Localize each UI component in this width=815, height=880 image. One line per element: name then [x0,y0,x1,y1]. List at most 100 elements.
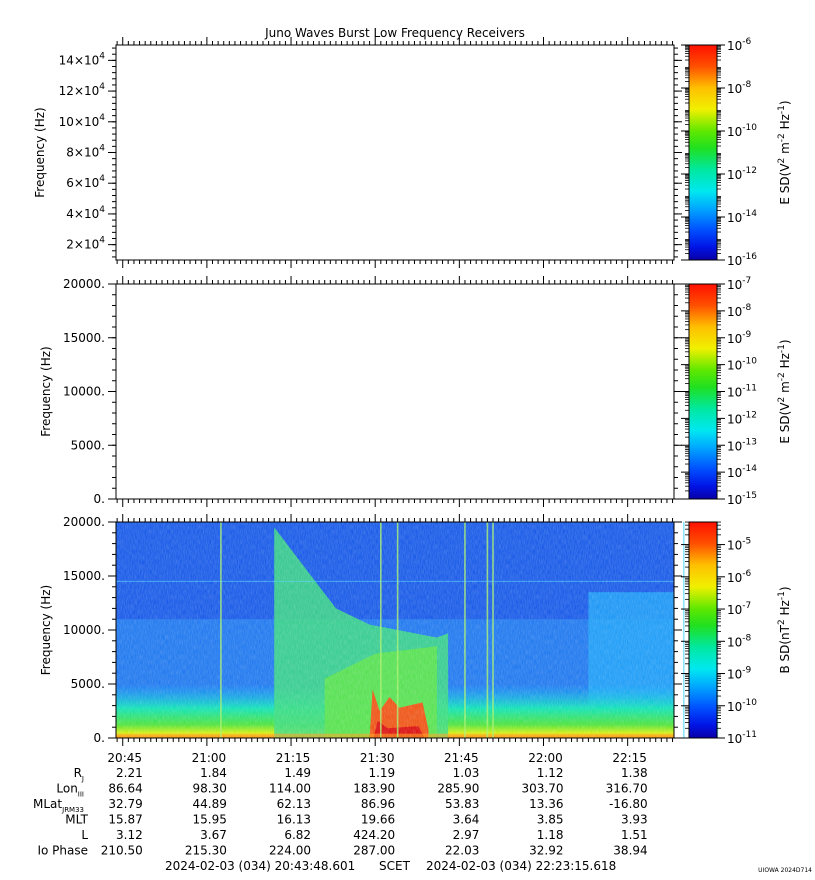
y-tick-label: 15000. [63,331,105,345]
y-tick-label: 6×104 [66,174,105,190]
colorbar-tick-label: 10-10 [727,357,757,373]
colorbar-tick-label: 10-12 [727,166,757,182]
ephemeris-value: 114.00 [269,782,311,796]
panel-3: 0. 5000. 10000. 15000. 20000. Frequency (Hz) 1… [39,514,792,746]
colorbar-tick-label: 10-14 [727,464,757,480]
ephemeris-value: 1.38 [621,766,648,780]
ephemeris-value: 287.00 [353,844,395,858]
x-tick-label: 22:15 [612,751,647,765]
chart-title: Juno Waves Burst Low Frequency Receivers [264,26,525,40]
colorbar-tick-label: 10-12 [727,410,757,426]
ephemeris-value: 32.92 [529,844,563,858]
y-tick-label: 8×104 [66,144,105,160]
y-tick-label: 15000. [63,569,105,583]
spectrogram [116,522,719,738]
ephemeris-value: 32.79 [108,797,142,811]
plot-frame [115,44,675,261]
x-tick-label: 21:30 [360,751,395,765]
ephemeris-value: 6.82 [284,828,311,842]
ephemeris-value: 183.90 [353,782,395,796]
ephemeris-value: 1.18 [537,828,564,842]
footer-end-time: 2024-02-03 (034) 22:23:15.618 [426,859,616,873]
colorbar-tick-label: 10-7 [727,276,751,292]
colorbar-tick-label: 10-8 [727,633,752,649]
y-tick-label: 10×104 [59,113,106,129]
y-tick-label: 5000. [71,677,105,691]
ephemeris-value: 1.84 [200,766,227,780]
y-tick-label: 0. [94,731,105,745]
colorbar-tick-label: 10-6 [727,37,752,53]
ephemeris-value: 22.03 [445,844,479,858]
x-tick-label: 22:00 [528,751,563,765]
y-tick-label: 2×104 [66,236,105,252]
ephemeris-value: 210.50 [101,844,143,858]
ephemeris-value: 424.20 [353,828,395,842]
colorbar-tick-label: 10-9 [727,666,752,682]
colorbar-tick-label: 10-6 [727,569,752,585]
y-axis-label: Frequency (Hz) [33,107,47,198]
burst-line [682,522,685,738]
ephemeris-value: 285.90 [437,782,479,796]
y-tick-label: 10000. [63,623,105,637]
colorbar-label: E SD(V2 m-2 Hz-1) [777,339,792,443]
ephemeris-value: 2.97 [453,828,480,842]
ephemeris-value: 19.66 [361,813,395,827]
footer-start-time: 2024-02-03 (034) 20:43:48.601 [165,859,355,873]
x-tick-label: 21:00 [192,751,227,765]
colorbar-label: E SD(V2 m-2 Hz-1) [777,100,792,204]
y-axis-label: Frequency (Hz) [39,585,53,676]
panel-2: 0. 5000. 10000. 15000. 20000. Frequency (Hz) 1… [39,276,792,507]
colorbar-tick-label: 10-10 [727,123,757,139]
ephemeris-value: 38.94 [613,844,647,858]
colorbar-tick-label: 10-15 [727,491,757,507]
y-tick-label: 20000. [63,277,105,291]
colorbar-tick-label: 10-9 [727,330,752,346]
ephemeris-value: 1.19 [368,766,395,780]
colorbar-2: 10-7 10-8 10-9 10-10 10-11 10-12 10-13 10-14 10-… [681,276,792,507]
colorbar-tick-label: 10-11 [727,384,757,400]
ephemeris-value: 62.13 [277,797,311,811]
colorbar-1: 10-6 10-8 10-10 10-12 10-14 10-16 E SD(V2 m-2 … [681,37,792,268]
ephemeris-value: 44.89 [193,797,227,811]
colorbar-tick-label: 10-11 [727,730,757,746]
ephemeris-value: 3.85 [537,813,564,827]
ephemeris-value: -16.80 [609,797,648,811]
colorbar-3: 10-5 10-6 10-7 10-8 10-9 10-10 10-11 B SD(nT2 H… [681,521,792,746]
ephemeris-value: 13.36 [529,797,563,811]
panel-1: 2×104 4×104 6×104 8×104 10×104 12×104 14×104 Fr… [33,37,792,268]
ephemeris-value: 1.51 [621,828,648,842]
ephemeris-value: 1.03 [453,766,480,780]
y-axis-label: Frequency (Hz) [39,346,53,437]
ephemeris-value: 16.13 [277,813,311,827]
ephemeris-value: 303.70 [522,782,564,796]
colorbar-tick-label: 10-14 [727,209,757,225]
colorbar-tick-label: 10-5 [727,537,751,553]
footer-scet: SCET [379,859,411,873]
ephemeris-value: 15.87 [108,813,142,827]
ephemeris-value: 3.12 [116,828,143,842]
x-tick-label: 20:45 [107,751,142,765]
footer-stamp: UIOWA 2024D714 [758,867,812,874]
colorbar-tick-label: 10-7 [727,601,751,617]
y-tick-label: 10000. [63,385,105,399]
colorbar-tick-label: 10-16 [727,252,757,268]
x-tick-label: 21:45 [444,751,479,765]
colorbar-tick-label: 10-10 [727,698,757,714]
ephemeris-value: 3.93 [621,813,648,827]
y-tick-label: 4×104 [66,205,105,221]
y-tick-label: 20000. [63,515,105,529]
plot-frame [115,283,675,500]
colorbar-tick-label: 10-8 [727,303,752,319]
y-tick-label: 5000. [71,438,105,452]
ephemeris-label: MLT [65,813,88,827]
ephemeris-value: 53.83 [445,797,479,811]
ephemeris-value: 3.64 [453,813,480,827]
ephemeris-value: 224.00 [269,844,311,858]
ephemeris-value: 215.30 [185,844,227,858]
ephemeris-value: 86.96 [361,797,395,811]
y-tick-label: 0. [94,492,105,506]
y-tick-label: 12×104 [59,82,106,98]
colorbar-label: B SD(nT2 Hz-1) [777,586,792,673]
ephemeris-label: LonIII [56,782,84,799]
